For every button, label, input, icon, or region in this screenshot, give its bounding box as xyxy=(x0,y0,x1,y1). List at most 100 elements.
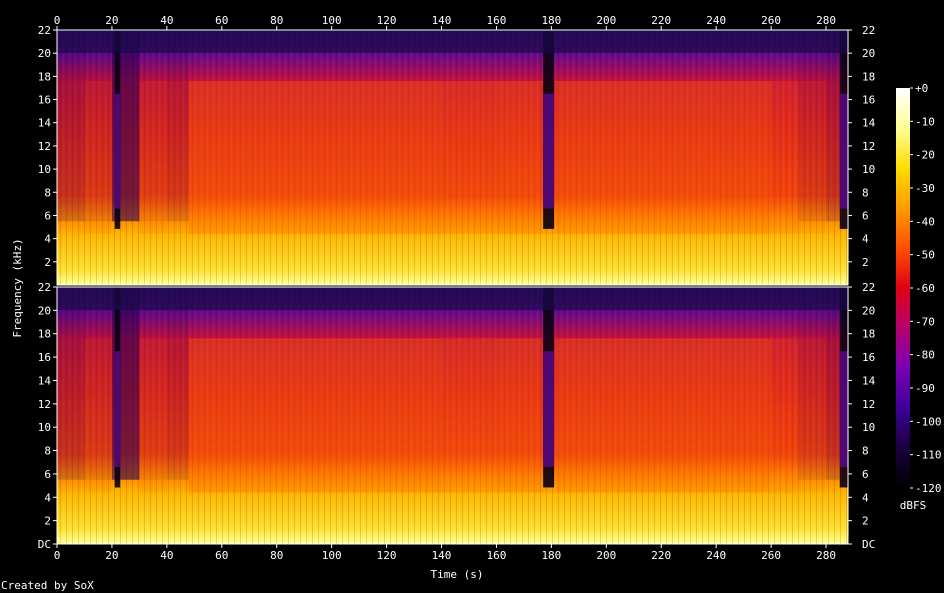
y-tick-label-left: 2 xyxy=(44,256,51,269)
x-tick-label-top: 180 xyxy=(541,14,561,27)
y-tick-label-left: 18 xyxy=(38,70,51,83)
y-tick-label-right: 18 xyxy=(862,328,875,341)
spectrogram-channel-1 xyxy=(57,30,848,285)
y-tick-label-left: 8 xyxy=(44,445,51,458)
energy-segment xyxy=(496,81,541,234)
energy-segment xyxy=(57,338,85,493)
energy-segment xyxy=(826,338,840,493)
energy-segment xyxy=(57,81,85,234)
energy-segment xyxy=(556,81,607,234)
x-tick-label-top: 40 xyxy=(160,14,173,27)
x-tick-label-bottom: 60 xyxy=(215,549,228,562)
energy-segment xyxy=(331,338,442,493)
energy-segment xyxy=(221,81,332,234)
colorbar-tick-label: -70 xyxy=(915,315,935,328)
y-tick-label-left: 22 xyxy=(38,281,51,294)
energy-segment xyxy=(798,81,827,234)
high-frequency-fringe xyxy=(57,287,848,311)
energy-segment xyxy=(441,81,497,234)
y-tick-label-left: 4 xyxy=(44,491,51,504)
colorbar-tick-label: -110 xyxy=(915,449,942,462)
y-tick-label-left: 4 xyxy=(44,233,51,246)
quiet-region xyxy=(798,287,827,480)
x-tick-label-top: 160 xyxy=(487,14,507,27)
quiet-region xyxy=(84,287,112,480)
colorbar-tick-label: -100 xyxy=(915,415,942,428)
x-tick-label-bottom: 140 xyxy=(432,549,452,562)
quiet-region xyxy=(57,30,85,222)
x-tick-label-top: 20 xyxy=(105,14,118,27)
colorbar-tick-label: -60 xyxy=(915,282,935,295)
y-tick-label-right: 2 xyxy=(862,515,869,528)
quiet-segment-band xyxy=(114,351,121,467)
colorbar-label: dBFS xyxy=(900,499,927,512)
x-tick-label-top: 100 xyxy=(322,14,342,27)
energy-segment xyxy=(798,338,827,493)
colorbar-tick-label: -40 xyxy=(915,215,935,228)
y-tick-label-right: 18 xyxy=(862,70,875,83)
axes: 0 0 20 20 40 40 60 60 80 80 100 100 120 120 140 140 160 1… xyxy=(38,14,876,562)
energy-segment xyxy=(84,81,112,234)
y-tick-label-left: 14 xyxy=(38,117,52,130)
y-tick-label-left: 20 xyxy=(38,304,51,317)
y-tick-label-left: 20 xyxy=(38,47,51,60)
x-tick-label-bottom: 80 xyxy=(270,549,283,562)
x-tick-label-bottom: 160 xyxy=(487,549,507,562)
x-tick-label-top: 240 xyxy=(706,14,726,27)
x-tick-label-top: 280 xyxy=(816,14,836,27)
x-tick-label-top: 260 xyxy=(761,14,781,27)
quiet-region xyxy=(57,287,85,480)
energy-segment xyxy=(771,81,799,234)
spectrogram-channel-2 xyxy=(57,287,848,544)
y-tick-label-left: 18 xyxy=(38,328,51,341)
y-tick-label-right: 4 xyxy=(862,491,869,504)
energy-segment xyxy=(606,81,717,234)
x-tick-label-bottom: 200 xyxy=(596,549,616,562)
x-tick-label-top: 80 xyxy=(270,14,283,27)
colorbar-tick-label: -80 xyxy=(915,349,935,362)
y-tick-label-left: 10 xyxy=(38,421,51,434)
colorbar-tick-label: -20 xyxy=(915,149,935,162)
quiet-segment-band xyxy=(543,93,555,209)
energy-segment xyxy=(188,81,222,234)
plot-frame xyxy=(56,29,849,286)
energy-segment xyxy=(606,338,717,493)
x-tick-label-bottom: 100 xyxy=(322,549,342,562)
y-tick-label-right: 22 xyxy=(862,281,875,294)
colorbar-tick-label: +0 xyxy=(915,82,928,95)
y-tick-label-left: DC xyxy=(38,538,51,551)
y-tick-label-right: 6 xyxy=(862,209,869,222)
quiet-segment-band xyxy=(543,351,555,467)
y-tick-label-right: 10 xyxy=(862,421,875,434)
colorbar-tick-label: -50 xyxy=(915,249,935,262)
energy-segment xyxy=(826,81,840,234)
x-tick-label-bottom: 20 xyxy=(105,549,118,562)
quiet-region xyxy=(139,287,167,480)
y-tick-label-right: 16 xyxy=(862,351,875,364)
y-tick-label-right: 6 xyxy=(862,468,869,481)
x-tick-label-bottom: 240 xyxy=(706,549,726,562)
quiet-region xyxy=(798,30,827,222)
y-tick-label-left: 10 xyxy=(38,163,51,176)
energy-segment xyxy=(221,338,332,493)
energy-segment xyxy=(166,81,189,234)
energy-segment xyxy=(716,81,772,234)
y-tick-label-left: 6 xyxy=(44,468,51,481)
y-tick-label-right: 12 xyxy=(862,398,875,411)
energy-segment xyxy=(331,81,442,234)
y-tick-label-left: 6 xyxy=(44,209,51,222)
x-tick-label-top: 0 xyxy=(54,14,61,27)
colorbar-tick-label: -120 xyxy=(915,482,942,495)
y-tick-label-left: 8 xyxy=(44,186,51,199)
energy-segment xyxy=(496,338,541,493)
y-tick-label-right: 8 xyxy=(862,186,869,199)
x-tick-label-bottom: 0 xyxy=(54,549,61,562)
x-tick-label-bottom: 180 xyxy=(541,549,561,562)
y-tick-label-right: DC xyxy=(862,538,875,551)
x-tick-label-bottom: 120 xyxy=(377,549,397,562)
quiet-region xyxy=(826,287,840,480)
y-tick-label-right: 20 xyxy=(862,47,875,60)
quiet-segment-band xyxy=(839,351,848,467)
energy-segment xyxy=(188,338,222,493)
